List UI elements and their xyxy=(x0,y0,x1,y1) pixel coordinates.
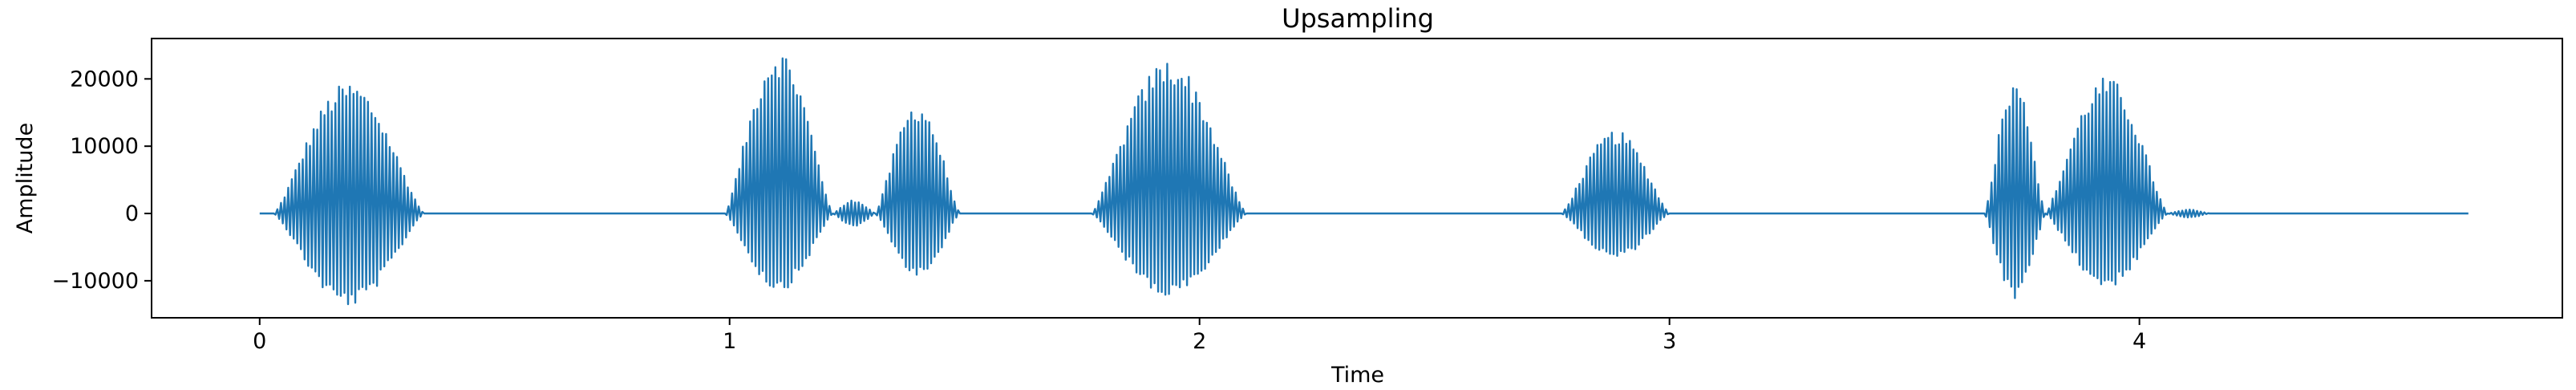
x-tick-label: 4 xyxy=(2132,329,2146,354)
waveform-series-line xyxy=(259,57,2469,306)
x-tick-label: 2 xyxy=(1193,329,1206,354)
y-axis: −10000 0 10000 20000 xyxy=(51,67,152,294)
x-tick-label: 0 xyxy=(253,329,266,354)
y-tick-label: 10000 xyxy=(70,134,139,159)
plot-frame xyxy=(151,38,2563,319)
x-axis: 0 1 2 3 4 xyxy=(253,318,2146,354)
y-tick-label: 20000 xyxy=(70,67,139,91)
chart-title: Upsampling xyxy=(1282,3,1434,34)
y-tick-label: 0 xyxy=(125,201,139,226)
x-tick-label: 3 xyxy=(1663,329,1676,354)
y-tick-label: −10000 xyxy=(51,269,139,294)
y-axis-label: Amplitude xyxy=(13,123,38,234)
series-layer xyxy=(259,57,2469,306)
x-tick-label: 1 xyxy=(723,329,736,354)
x-axis-label: Time xyxy=(1331,363,1384,388)
